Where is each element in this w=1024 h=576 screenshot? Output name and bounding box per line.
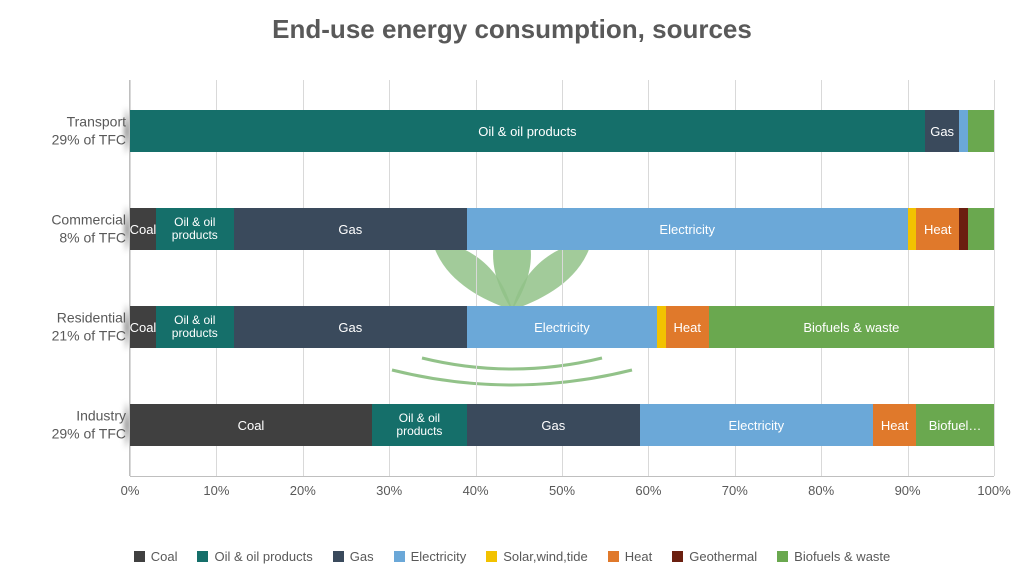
plot-area: 0%10%20%30%40%50%60%70%80%90%100%Transpo… xyxy=(130,80,994,476)
x-tick-label: 10% xyxy=(203,483,229,498)
bar-segment: Electricity xyxy=(467,306,657,348)
bar-segment: Oil & oil products xyxy=(130,110,925,152)
bar-segment xyxy=(959,208,968,250)
legend-item: Geothermal xyxy=(672,549,757,564)
bar-segment xyxy=(968,208,994,250)
legend-label: Biofuels & waste xyxy=(794,549,890,564)
bar-segment: Oil & oilproducts xyxy=(156,306,234,348)
x-tick-label: 50% xyxy=(549,483,575,498)
bar-segment: Electricity xyxy=(467,208,908,250)
legend-item: Oil & oil products xyxy=(197,549,312,564)
gridline xyxy=(994,80,995,476)
legend-label: Heat xyxy=(625,549,652,564)
bar-segment: Coal xyxy=(130,404,372,446)
bar-segment: Oil & oilproducts xyxy=(156,208,234,250)
x-tick-label: 40% xyxy=(463,483,489,498)
legend-swatch xyxy=(608,551,619,562)
x-tick-label: 20% xyxy=(290,483,316,498)
legend-label: Coal xyxy=(151,549,178,564)
bar-segment: Biofuel… xyxy=(916,404,994,446)
legend-swatch xyxy=(777,551,788,562)
bar-segment xyxy=(968,110,994,152)
x-tick-label: 80% xyxy=(808,483,834,498)
x-tick-label: 60% xyxy=(635,483,661,498)
bar-segment: Gas xyxy=(234,208,467,250)
legend-item: Coal xyxy=(134,549,178,564)
bar-segment: Heat xyxy=(873,404,916,446)
bar-segment xyxy=(908,208,917,250)
bar-segment: Coal xyxy=(130,306,156,348)
bar-segment: Gas xyxy=(467,404,640,446)
bar-segment: Coal xyxy=(130,208,156,250)
bar-row: Industry29% of TFCCoalOil & oilproductsG… xyxy=(130,404,994,446)
legend-label: Geothermal xyxy=(689,549,757,564)
legend-swatch xyxy=(672,551,683,562)
legend-label: Solar,wind,tide xyxy=(503,549,588,564)
legend-label: Electricity xyxy=(411,549,467,564)
bar-row: Transport29% of TFCOil & oil productsGas xyxy=(130,110,994,152)
legend-item: Gas xyxy=(333,549,374,564)
category-label: Industry29% of TFC xyxy=(18,408,126,443)
chart-area: 0%10%20%30%40%50%60%70%80%90%100%Transpo… xyxy=(20,70,1004,506)
bar-segment xyxy=(657,306,666,348)
x-axis-line xyxy=(130,476,994,477)
legend-swatch xyxy=(134,551,145,562)
category-label: Residential21% of TFC xyxy=(18,310,126,345)
bar-segment: Heat xyxy=(666,306,709,348)
legend-label: Oil & oil products xyxy=(214,549,312,564)
x-tick-label: 30% xyxy=(376,483,402,498)
bar-segment: Gas xyxy=(925,110,960,152)
bar-segment: Oil & oilproducts xyxy=(372,404,467,446)
legend-item: Solar,wind,tide xyxy=(486,549,588,564)
legend: Coal Oil & oil products Gas Electricity Sola… xyxy=(0,549,1024,564)
bar-row: Residential21% of TFCCoalOil & oilproduc… xyxy=(130,306,994,348)
bar-segment xyxy=(959,110,968,152)
chart-title: End-use energy consumption, sources xyxy=(0,0,1024,45)
legend-swatch xyxy=(486,551,497,562)
x-tick-label: 70% xyxy=(722,483,748,498)
legend-item: Electricity xyxy=(394,549,467,564)
bar-segment: Electricity xyxy=(640,404,873,446)
legend-swatch xyxy=(197,551,208,562)
x-tick-label: 100% xyxy=(977,483,1010,498)
category-label: Commercial8% of TFC xyxy=(18,212,126,247)
bar-row: Commercial8% of TFCCoalOil & oilproducts… xyxy=(130,208,994,250)
legend-item: Biofuels & waste xyxy=(777,549,890,564)
legend-swatch xyxy=(333,551,344,562)
x-tick-label: 90% xyxy=(895,483,921,498)
legend-item: Heat xyxy=(608,549,652,564)
category-label: Transport29% of TFC xyxy=(18,114,126,149)
legend-label: Gas xyxy=(350,549,374,564)
bar-segment: Biofuels & waste xyxy=(709,306,994,348)
bar-segment: Gas xyxy=(234,306,467,348)
legend-swatch xyxy=(394,551,405,562)
x-tick-label: 0% xyxy=(121,483,140,498)
bar-segment: Heat xyxy=(916,208,959,250)
